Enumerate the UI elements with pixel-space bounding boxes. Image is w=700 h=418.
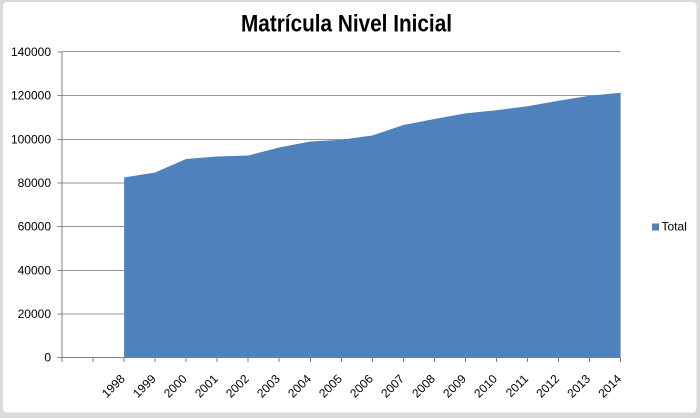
- svg-text:40000: 40000: [18, 263, 52, 277]
- svg-text:120000: 120000: [11, 89, 51, 103]
- svg-text:80000: 80000: [18, 176, 52, 190]
- svg-text:60000: 60000: [18, 220, 52, 234]
- svg-text:140000: 140000: [11, 45, 51, 59]
- svg-text:100000: 100000: [11, 132, 51, 146]
- svg-text:0: 0: [44, 351, 51, 365]
- svg-text:20000: 20000: [18, 307, 52, 321]
- svg-text:Matrícula Nivel Inicial: Matrícula Nivel Inicial: [241, 10, 452, 37]
- svg-text:Total: Total: [662, 220, 687, 234]
